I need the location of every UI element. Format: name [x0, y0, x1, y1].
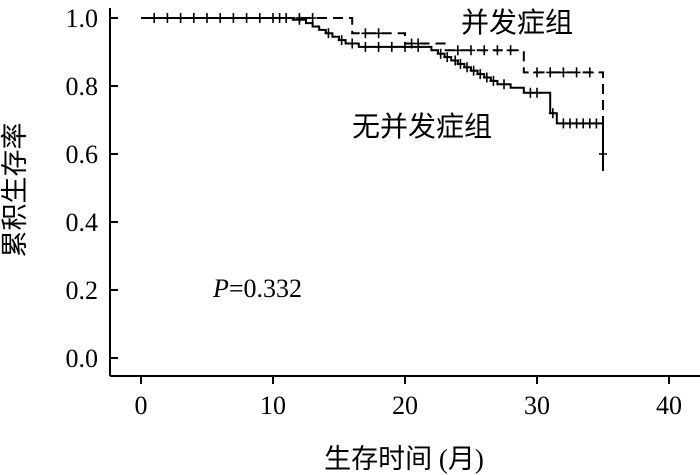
censor-mark — [451, 55, 460, 66]
censor-mark — [361, 28, 370, 39]
censor-mark — [163, 13, 172, 23]
censor-mark — [255, 13, 264, 23]
censor-mark — [348, 38, 357, 49]
censor-mark — [533, 87, 541, 98]
censor-mark — [150, 13, 159, 23]
censor-mark — [414, 41, 423, 52]
censor-mark — [489, 75, 498, 86]
censor-mark — [469, 65, 478, 76]
censor-mark — [374, 41, 383, 52]
censor-mark — [482, 72, 491, 83]
censor-mark — [216, 13, 225, 23]
censor-mark — [467, 45, 475, 56]
censor-mark — [592, 118, 601, 129]
censor-mark — [189, 13, 198, 23]
x-tick-label: 20 — [392, 391, 418, 420]
censor-mark — [242, 13, 251, 23]
censor-mark — [500, 79, 508, 90]
censor-mark — [572, 67, 581, 78]
censor-mark — [480, 45, 489, 56]
x-tick-label: 40 — [656, 391, 682, 420]
censor-mark — [295, 14, 304, 25]
axes: 0 10 20 30 40 0.0 0.2 0.4 0.6 0.8 1.0 — [66, 4, 700, 420]
censor-mark — [463, 62, 472, 73]
p-value-annotation: P=0.332 — [212, 274, 302, 303]
censor-mark — [337, 35, 346, 46]
censor-mark — [443, 52, 452, 63]
censor-mark — [548, 108, 557, 119]
y-tick-label: 1.0 — [66, 4, 99, 33]
censor-mark — [599, 149, 607, 159]
x-tick-label: 0 — [135, 391, 148, 420]
series-label-complication: 并发症组 — [461, 7, 573, 39]
censor-mark — [453, 45, 462, 56]
censor-mark — [374, 28, 383, 39]
censor-mark — [401, 41, 409, 52]
censor-mark — [229, 13, 238, 23]
censor-mark — [546, 67, 555, 78]
censor-mark — [436, 48, 445, 59]
censor-mark — [324, 28, 333, 39]
censor-mark — [282, 13, 291, 23]
censor-mark — [476, 69, 485, 80]
y-tick-label: 0.6 — [66, 140, 99, 169]
censor-mark — [387, 41, 396, 52]
y-tick-label: 0.2 — [66, 276, 99, 305]
censor-mark — [533, 67, 541, 78]
censor-mark — [456, 58, 465, 69]
x-tick-label: 30 — [524, 391, 550, 420]
censor-mark — [203, 13, 211, 23]
series-label-no-complication: 无并发症组 — [352, 111, 492, 143]
series-layer — [141, 13, 607, 171]
censor-mark — [506, 45, 515, 56]
x-tick-label: 10 — [260, 391, 286, 420]
censor-mark — [493, 45, 502, 56]
censor-mark — [308, 13, 317, 23]
y-tick-label: 0.4 — [66, 208, 99, 237]
y-tick-label: 0.8 — [66, 72, 99, 101]
p-value-prefix: P — [212, 274, 229, 303]
y-tick-label: 0.0 — [66, 344, 99, 373]
series-line-no-complication — [141, 17, 604, 171]
y-axis-label: 累积生存率 — [0, 123, 30, 258]
x-axis-label: 生存时间 (月) — [324, 444, 484, 474]
censor-mark — [585, 67, 594, 78]
series-line-complication — [141, 17, 604, 154]
censor-mark — [559, 67, 568, 78]
p-value-number: =0.332 — [229, 274, 302, 303]
censor-mark — [361, 41, 370, 52]
